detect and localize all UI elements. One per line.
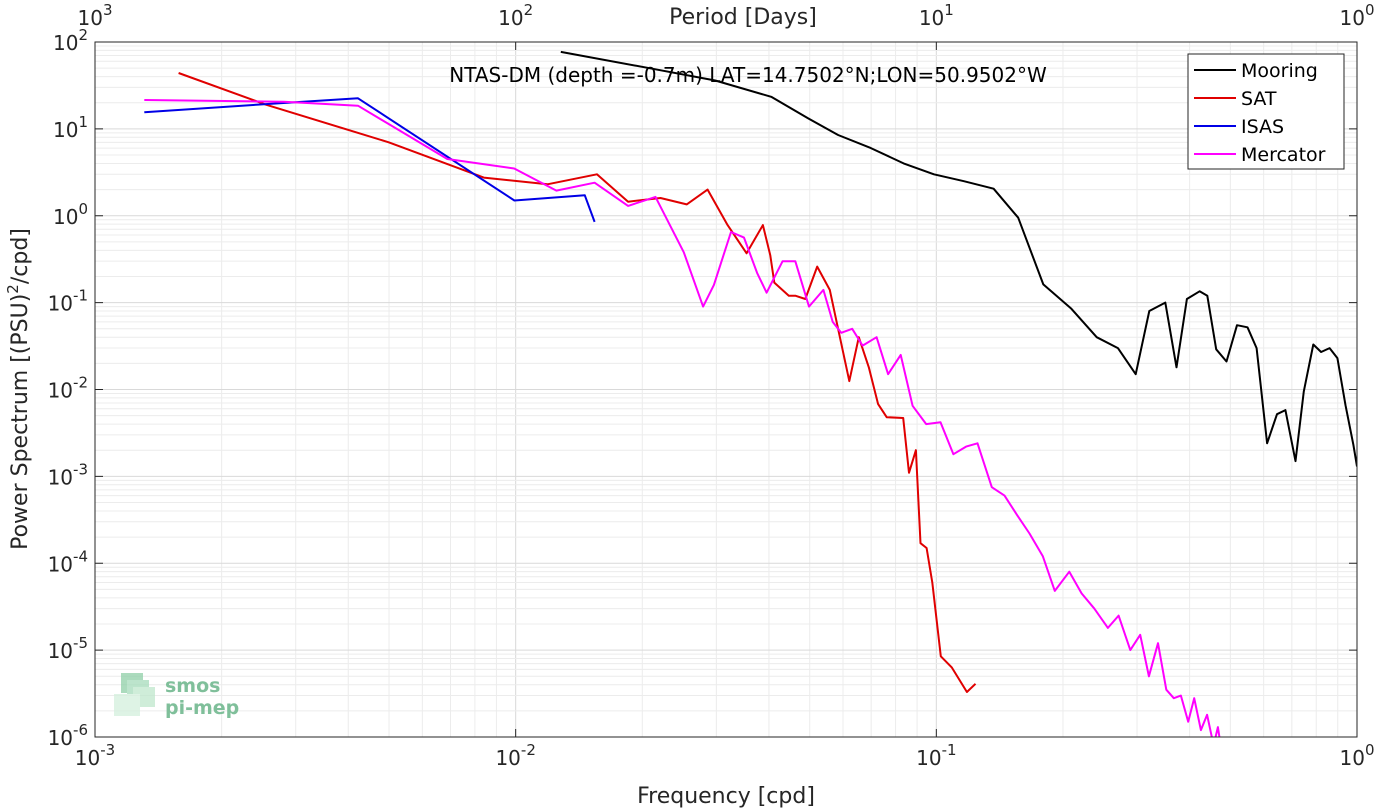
y-tick-label: 10-1 — [48, 287, 88, 316]
y-tick-label: 10-4 — [48, 547, 88, 576]
legend-box — [1187, 53, 1345, 170]
top-tick-label: 103 — [78, 1, 113, 30]
top-tick-label: 100 — [1340, 1, 1375, 30]
legend-label-mercator: Mercator — [1241, 144, 1326, 166]
y-tick-label: 102 — [53, 26, 88, 55]
y-axis-label: Power Spectrum [(PSU)2/cpd] — [4, 228, 33, 550]
logo-line2: pi-mep — [165, 697, 239, 719]
y-tick-label: 101 — [53, 113, 88, 142]
legend-label-isas: ISAS — [1241, 116, 1284, 138]
y-tick-label: 10-2 — [48, 374, 88, 403]
series-line-isas — [144, 97, 596, 223]
x-tick-label: 10-3 — [75, 741, 115, 770]
top-tick-labels: 103 102 101 100 — [78, 1, 1375, 30]
x-tick-label: 10-1 — [916, 741, 956, 770]
x-axis-label: Frequency [cpd] — [637, 784, 815, 809]
x-tick-labels: 10-3 10-2 10-1 100 — [75, 741, 1375, 770]
series-line-mooring — [560, 50, 1357, 467]
y-tick-label: 10-5 — [48, 634, 88, 663]
legend-items: Mooring SAT ISAS Mercator — [1194, 60, 1326, 166]
series-line-mercator — [144, 99, 1221, 737]
series-layer — [144, 50, 1357, 737]
tick-marks — [94, 41, 1358, 738]
legend: Mooring SAT ISAS Mercator — [1187, 53, 1345, 170]
legend-label-sat: SAT — [1241, 88, 1277, 110]
x-tick-label: 10-2 — [495, 741, 535, 770]
top-tick-label: 101 — [919, 1, 954, 30]
smos-pi-mep-logo: smos pi-mep — [114, 673, 239, 719]
grid — [94, 42, 1357, 738]
y-tick-labels: 102 101 100 10-1 10-2 10-3 10-4 10-5 10-6 — [48, 26, 88, 750]
y-tick-label: 10-3 — [48, 460, 88, 489]
y-tick-label: 100 — [53, 200, 88, 229]
top-tick-label: 102 — [498, 1, 533, 30]
series-line-sat — [178, 72, 977, 693]
y-tick-label: 10-6 — [48, 721, 88, 750]
chart-title: NTAS-DM (depth =-0.7m) LAT=14.7502°N;LON… — [449, 63, 1047, 87]
logo-line1: smos — [165, 675, 220, 697]
legend-label-mooring: Mooring — [1241, 60, 1318, 82]
logo-icon — [114, 673, 155, 716]
x-tick-label: 100 — [1340, 741, 1375, 770]
top-axis-label: Period [Days] — [669, 5, 817, 30]
